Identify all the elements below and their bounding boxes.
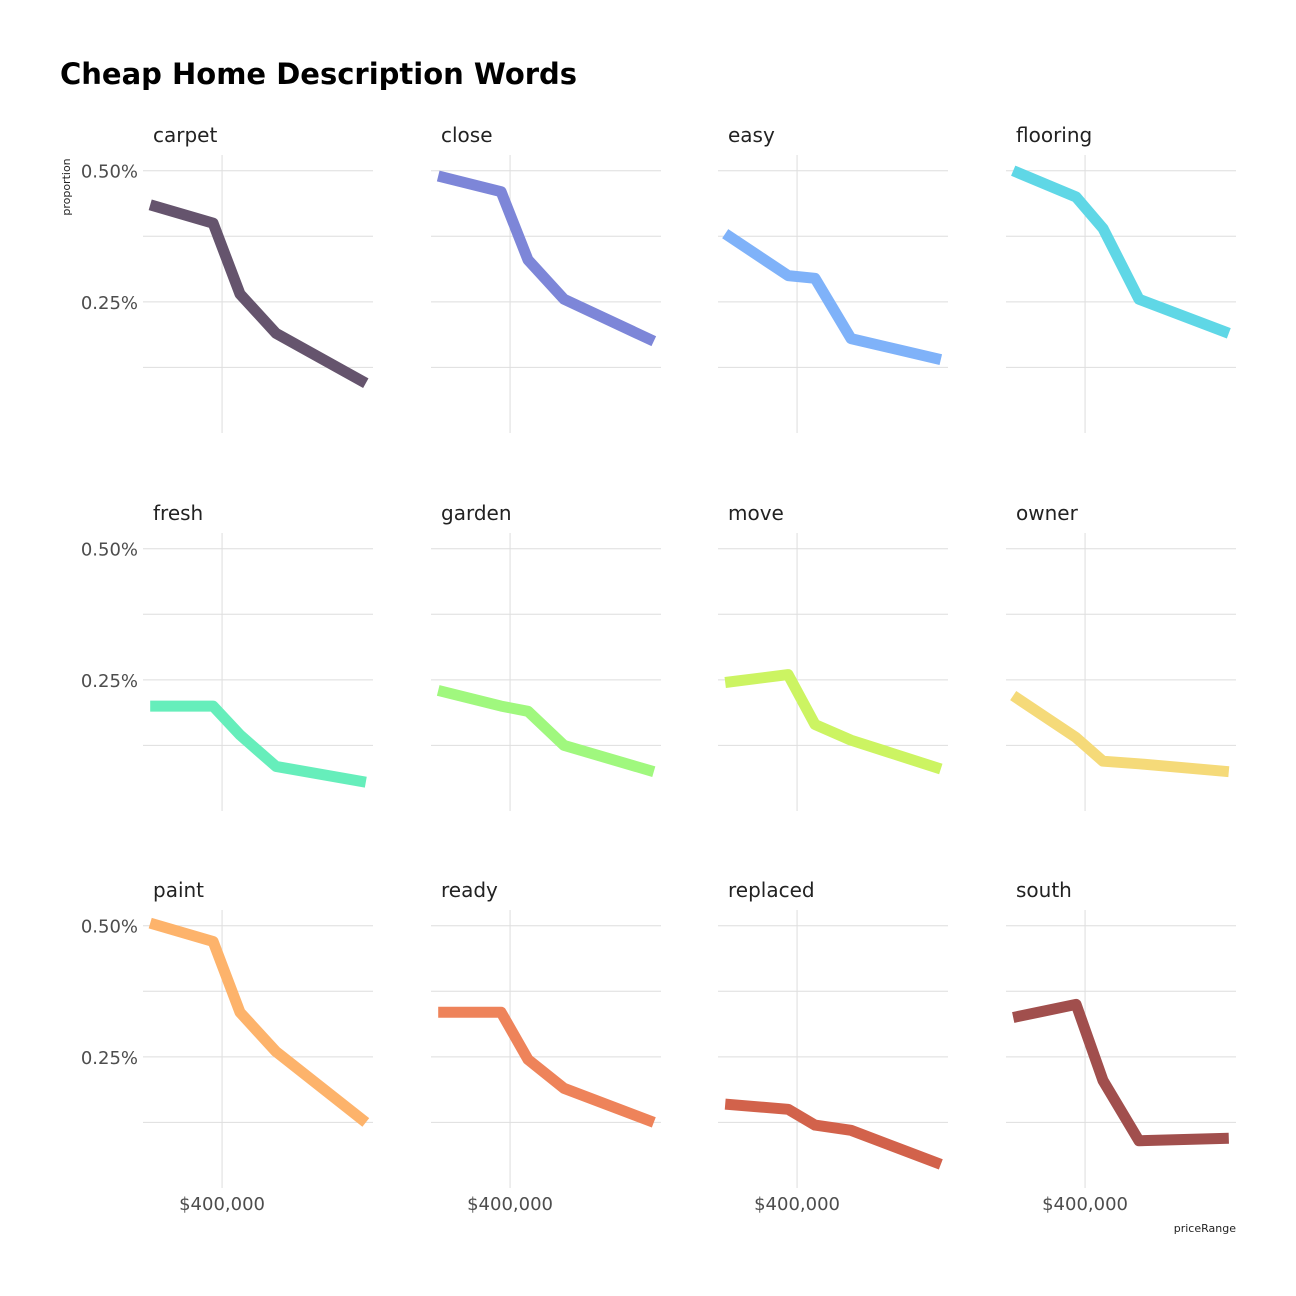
facet-label-replaced: replaced [728,878,815,902]
y-tick-label: 0.25% [81,671,138,692]
y-tick-label: 0.25% [81,293,138,314]
y-tick-label: 0.50% [81,162,138,183]
facet-label-carpet: carpet [153,123,217,147]
facet-label-ready: ready [441,878,498,902]
y-tick-label: 0.25% [81,1048,138,1069]
series-line-replaced [724,1098,943,1170]
facet-label-flooring: flooring [1016,123,1092,147]
facet-label-paint: paint [153,878,204,902]
facet-label-south: south [1016,878,1072,902]
facet-panels: carpet 0.25% 0.50% close easy flooring fresh 0.… [81,123,1236,1215]
chart-title: Cheap Home Description Words [60,57,577,91]
panel-close: close [431,123,661,433]
x-tick-label: $400,000 [179,1194,265,1215]
series-line-paint [148,917,370,1127]
facet-label-garden: garden [441,501,512,525]
panel-carpet: carpet 0.25% 0.50% [81,123,373,433]
x-tick-label: $400,000 [754,1194,840,1215]
series-line-ready [438,1006,656,1128]
x-tick-label: $400,000 [467,1194,553,1215]
series-line-carpet [148,199,369,389]
y-axis-title: proportion [60,158,73,215]
panel-flooring: flooring [1006,123,1236,433]
y-tick-label: 0.50% [81,917,138,938]
series-line-fresh [150,700,367,788]
panel-ready: ready $400,000 [431,878,661,1215]
series-line-garden [436,685,656,777]
series-line-south [1012,998,1229,1147]
facet-label-fresh: fresh [153,501,203,525]
panel-south: south $400,000 [1006,878,1236,1215]
panel-replaced: replaced $400,000 [718,878,948,1215]
panel-fresh: fresh 0.25% 0.50% [81,501,373,811]
facet-label-easy: easy [728,123,775,147]
series-line-move [724,669,943,775]
facet-label-move: move [728,501,784,525]
panel-paint: paint 0.25% 0.50% $400,000 [81,878,373,1215]
panel-easy: easy [718,123,948,433]
panel-garden: garden [431,501,661,811]
series-line-close [436,170,657,347]
series-line-flooring [1011,165,1231,339]
y-tick-label: 0.50% [81,540,138,561]
series-line-easy [722,229,943,365]
panel-move: move [718,501,948,811]
panel-owner: owner [1006,501,1236,811]
x-tick-label: $400,000 [1042,1194,1128,1215]
series-line-owner [1010,691,1230,778]
x-axis-title: priceRange [1174,1222,1236,1235]
facet-label-owner: owner [1016,501,1079,525]
facet-label-close: close [441,123,493,147]
